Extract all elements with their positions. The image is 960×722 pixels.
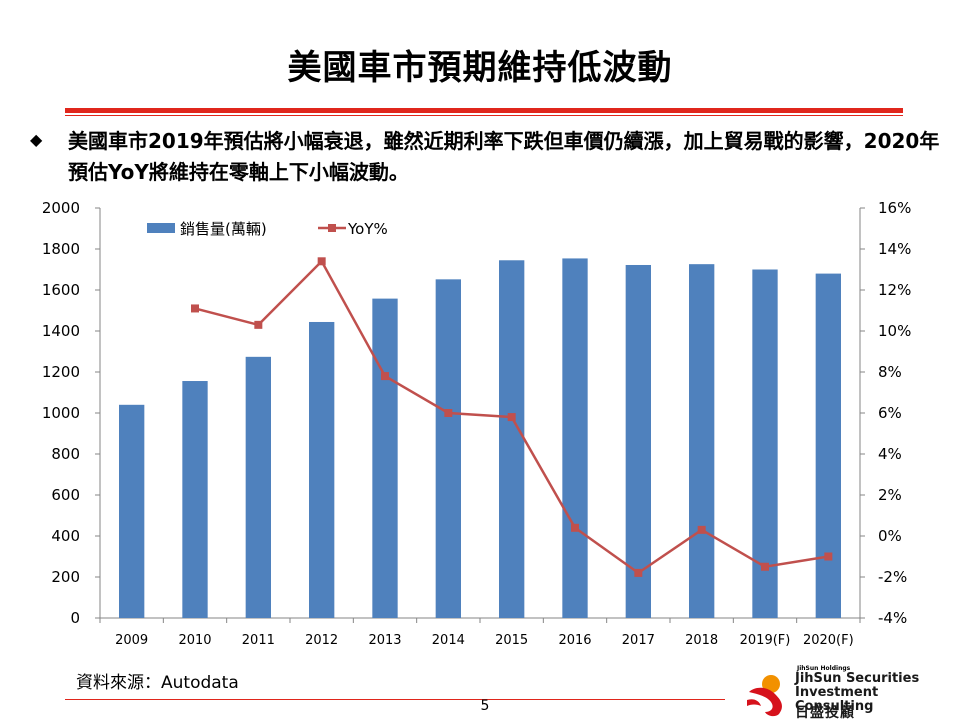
page-number: 5 xyxy=(470,698,500,714)
x-tick-label: 2017 xyxy=(622,633,655,648)
sales-bar xyxy=(689,264,714,618)
right-tick-label: 6% xyxy=(878,404,902,422)
legend-line-marker xyxy=(328,224,336,232)
right-tick-label: 4% xyxy=(878,445,902,463)
left-tick-label: 1600 xyxy=(42,281,80,299)
left-tick-label: 200 xyxy=(51,568,80,586)
x-tick-label: 2019(F) xyxy=(740,633,791,648)
title-divider-thin xyxy=(65,115,903,116)
sales-bar xyxy=(372,299,397,618)
left-tick-label: 1800 xyxy=(42,240,80,258)
x-tick-label: 2012 xyxy=(305,633,338,648)
company-logo: JihSun Holdings JihSun Securities Invest… xyxy=(745,664,955,720)
yoy-point xyxy=(254,321,262,329)
footer-divider xyxy=(65,699,725,700)
sales-bar xyxy=(119,405,144,618)
bullet-text: 美國車市2019年預估將小幅衰退，雖然近期利率下跌但車價仍續漲，加上貿易戰的影響… xyxy=(68,126,948,188)
left-tick-label: 1000 xyxy=(42,404,80,422)
yoy-point xyxy=(824,553,832,561)
right-tick-label: 8% xyxy=(878,363,902,381)
x-tick-label: 2014 xyxy=(432,633,465,648)
legend-bar-label: 銷售量(萬輛) xyxy=(180,220,267,238)
x-tick-label: 2010 xyxy=(178,633,211,648)
yoy-point xyxy=(444,409,452,417)
right-tick-label: 14% xyxy=(878,240,911,258)
sales-bar xyxy=(309,322,334,618)
sales-bar xyxy=(816,274,841,618)
title-divider xyxy=(65,108,903,113)
right-tick-label: 2% xyxy=(878,486,902,504)
yoy-point xyxy=(381,372,389,380)
left-tick-label: 2000 xyxy=(42,199,80,217)
x-tick-label: 2015 xyxy=(495,633,528,648)
sales-bar xyxy=(626,265,651,618)
logo-text-line1: JihSun Securities xyxy=(795,672,919,686)
slide-title: 美國車市預期維持低波動 xyxy=(0,40,960,89)
source-note: 資料來源：Autodata xyxy=(76,668,239,693)
left-tick-label: 1200 xyxy=(42,363,80,381)
right-tick-label: 16% xyxy=(878,199,911,217)
x-tick-label: 2020(F) xyxy=(803,633,854,648)
yoy-point xyxy=(698,526,706,534)
right-tick-label: 0% xyxy=(878,527,902,545)
legend-bar-swatch xyxy=(147,223,175,233)
left-tick-label: 0 xyxy=(70,609,80,627)
legend-line-label: YoY% xyxy=(347,220,388,238)
x-tick-label: 2016 xyxy=(558,633,591,648)
yoy-point xyxy=(634,569,642,577)
yoy-point xyxy=(508,413,516,421)
sales-yoy-chart: 0 200 400 600 800 1000 1200 1400 1600 1800 2000 -4%… xyxy=(0,190,960,660)
right-tick-label: 10% xyxy=(878,322,911,340)
jihsun-logo-icon xyxy=(745,672,789,718)
x-tick-label: 2018 xyxy=(685,633,718,648)
right-tick-label: -2% xyxy=(878,568,907,586)
left-tick-label: 800 xyxy=(51,445,80,463)
sales-bar xyxy=(499,260,524,618)
left-tick-label: 400 xyxy=(51,527,80,545)
yoy-point xyxy=(571,524,579,532)
yoy-point xyxy=(191,304,199,312)
x-tick-label: 2011 xyxy=(242,633,275,648)
sales-bar xyxy=(436,279,461,618)
left-tick-label: 600 xyxy=(51,486,80,504)
sales-bar xyxy=(182,381,207,618)
x-tick-label: 2009 xyxy=(115,633,148,648)
bullet-diamond-icon: ◆ xyxy=(30,130,42,149)
sales-bar xyxy=(246,357,271,618)
right-tick-label: -4% xyxy=(878,609,907,627)
sales-bar xyxy=(562,258,587,618)
left-tick-label: 1400 xyxy=(42,322,80,340)
yoy-point xyxy=(761,563,769,571)
yoy-point xyxy=(318,257,326,265)
logo-chinese-text: 日盛投顧 xyxy=(795,702,855,722)
x-tick-label: 2013 xyxy=(368,633,401,648)
right-tick-label: 12% xyxy=(878,281,911,299)
